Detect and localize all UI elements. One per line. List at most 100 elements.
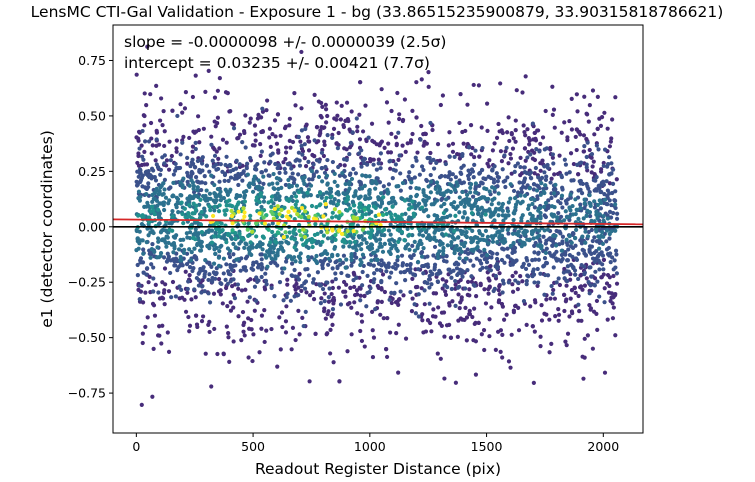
scatter-point: [318, 190, 323, 196]
scatter-point: [538, 141, 543, 146]
scatter-point: [306, 273, 312, 278]
scatter-point: [565, 258, 570, 263]
scatter-point: [499, 301, 505, 307]
scatter-point: [251, 260, 256, 265]
scatter-point: [433, 186, 438, 191]
scatter-point: [191, 129, 196, 134]
scatter-point: [145, 200, 150, 205]
scatter-point: [410, 243, 415, 248]
scatter-point: [185, 179, 190, 184]
scatter-point: [464, 315, 470, 320]
scatter-point: [472, 306, 477, 311]
scatter-point: [430, 127, 435, 133]
scatter-point: [215, 88, 221, 93]
scatter-point: [349, 176, 355, 182]
scatter-point: [212, 153, 218, 158]
scatter-point: [490, 251, 495, 256]
scatter-point: [444, 279, 449, 284]
scatter-point: [581, 133, 587, 138]
scatter-point: [494, 171, 499, 176]
scatter-point: [548, 296, 553, 301]
scatter-point: [238, 268, 243, 273]
scatter-point: [296, 172, 301, 177]
scatter-point: [361, 263, 366, 269]
scatter-point: [541, 234, 546, 239]
scatter-point: [345, 349, 350, 354]
scatter-point: [322, 142, 327, 148]
scatter-point: [217, 249, 222, 254]
scatter-point: [406, 174, 411, 179]
scatter-point: [371, 162, 376, 167]
scatter-point: [403, 149, 408, 154]
scatter-point: [592, 259, 598, 264]
scatter-point: [421, 167, 426, 173]
scatter-point: [434, 160, 439, 165]
scatter-point: [243, 268, 249, 273]
scatter-point: [187, 183, 192, 188]
scatter-point: [154, 143, 159, 148]
scatter-point: [539, 303, 544, 308]
scatter-point: [589, 244, 595, 249]
scatter-point: [239, 338, 244, 343]
scatter-point: [378, 166, 383, 171]
scatter-point: [335, 145, 340, 151]
scatter-point: [592, 132, 597, 137]
scatter-point: [263, 168, 268, 173]
scatter-point: [520, 90, 525, 95]
scatter-point: [519, 219, 524, 224]
scatter-point: [360, 283, 365, 288]
scatter-point: [450, 141, 456, 146]
scatter-point: [230, 221, 235, 226]
scatter-point: [280, 324, 285, 330]
scatter-point: [484, 265, 489, 270]
scatter-point: [429, 329, 434, 334]
scatter-point: [158, 250, 164, 256]
scatter-point: [362, 293, 367, 299]
scatter-point: [214, 221, 220, 226]
scatter-point: [532, 280, 537, 285]
scatter-point: [220, 137, 226, 142]
scatter-point: [452, 186, 457, 191]
scatter-point: [209, 277, 215, 283]
scatter-point: [255, 279, 260, 284]
scatter-point: [369, 229, 374, 234]
scatter-point: [594, 249, 599, 254]
scatter-point: [571, 231, 576, 236]
scatter-point: [491, 234, 496, 239]
scatter-point: [199, 318, 205, 324]
scatter-point: [217, 203, 222, 208]
scatter-point: [493, 347, 498, 352]
scatter-point: [400, 180, 406, 186]
scatter-point: [281, 298, 286, 303]
scatter-point: [460, 153, 465, 159]
scatter-point: [284, 259, 289, 264]
scatter-point: [600, 241, 606, 247]
scatter-point: [281, 235, 286, 240]
scatter-point: [487, 334, 492, 339]
scatter-point: [253, 298, 259, 303]
scatter-point: [352, 292, 358, 298]
scatter-point: [389, 300, 394, 306]
scatter-point: [390, 265, 396, 270]
scatter-point: [547, 317, 552, 322]
scatter-point: [412, 239, 417, 244]
scatter-point: [362, 183, 367, 188]
scatter-point: [360, 269, 365, 275]
scatter-point: [194, 322, 200, 327]
scatter-point: [435, 183, 441, 189]
scatter-point: [292, 245, 297, 250]
scatter-point: [302, 286, 308, 291]
scatter-point: [550, 112, 555, 117]
scatter-point: [258, 142, 263, 147]
scatter-point: [474, 294, 479, 299]
scatter-point: [559, 193, 565, 198]
scatter-point: [601, 213, 606, 219]
scatter-point: [489, 255, 494, 260]
scatter-point: [284, 295, 289, 300]
scatter-point: [524, 282, 529, 287]
scatter-point: [449, 243, 454, 248]
scatter-point: [275, 166, 280, 171]
scatter-point: [162, 288, 167, 293]
scatter-point: [134, 72, 139, 77]
scatter-point: [524, 322, 529, 327]
